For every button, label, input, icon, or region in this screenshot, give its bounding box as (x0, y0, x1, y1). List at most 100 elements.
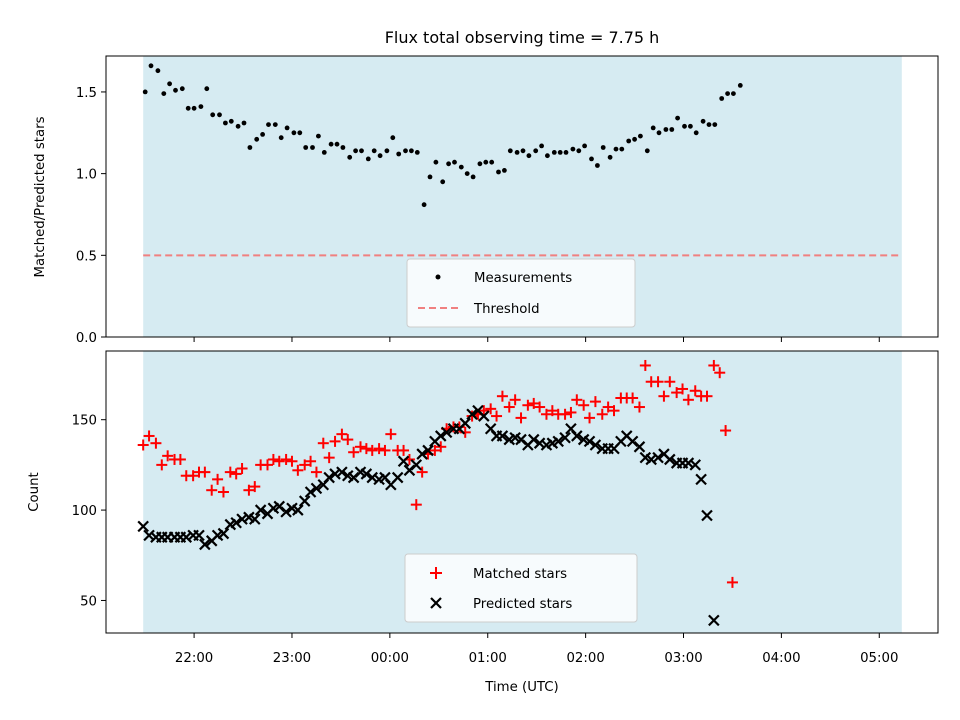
matched-star-point (515, 412, 527, 424)
matched-star-point (540, 408, 552, 420)
measurement-point (470, 174, 476, 180)
measurement-point (563, 150, 569, 155)
x-tick-label: 23:00 (273, 651, 311, 666)
matched-star-point (652, 376, 664, 388)
matched-star-point (299, 459, 311, 471)
ratio-y-tick-label: 1.0 (76, 168, 97, 183)
measurement-point (198, 104, 204, 109)
matched-star-point (435, 441, 447, 453)
predicted-star-point (292, 504, 304, 516)
measurement-point (210, 112, 216, 118)
matched-star-point (292, 464, 304, 476)
count-legend: Matched stars Predicted stars (404, 553, 638, 623)
measurement-point (570, 146, 576, 152)
ratio-legend-box (406, 258, 636, 328)
predicted-star-point (397, 455, 410, 468)
measurement-point (390, 135, 396, 141)
matched-star-point (199, 466, 211, 478)
matched-star-point (174, 453, 186, 465)
measurement-point (217, 112, 222, 118)
measurement-point (520, 148, 526, 154)
measurement-point (316, 133, 321, 139)
measurement-point (675, 115, 680, 121)
predicted-star-point (236, 513, 248, 525)
matched-star-point (627, 392, 639, 404)
matched-star-point (162, 450, 174, 462)
count-x-axis-ticks: 22:00 23:00 00:00 01:00 02:00 03:00 04:00 05:00 (175, 633, 898, 666)
matched-star-point (671, 387, 683, 399)
matched-star-point (633, 401, 645, 413)
measurement-point (266, 122, 271, 127)
measurement-point (142, 89, 148, 95)
predicted-star-point (633, 441, 646, 453)
matched-star-point (305, 455, 317, 467)
matched-star-point (664, 376, 676, 388)
matched-star-point (578, 399, 590, 411)
ratio-y-tick-label: 0.0 (76, 331, 97, 346)
matched-star-point (366, 444, 378, 456)
measurement-point (613, 146, 619, 152)
matched-star-point (528, 397, 540, 409)
predicted-star-point (496, 430, 509, 442)
matched-star-point (534, 401, 546, 413)
measurement-point (235, 123, 241, 129)
matched-star-point (273, 455, 285, 467)
predicted-star-point (708, 614, 720, 627)
measurement-point (582, 143, 587, 149)
matched-star-point (602, 401, 614, 413)
measurement-point (414, 150, 420, 155)
legend-matched-marker (430, 567, 442, 579)
measurement-point (433, 159, 439, 165)
matched-star-point (429, 444, 441, 456)
matched-star-point (496, 390, 508, 402)
legend-matched-label: Matched stars (473, 567, 567, 582)
matched-star-point (485, 403, 497, 415)
measurement-point (626, 138, 632, 144)
matched-star-point (565, 406, 577, 418)
matched-star-point (522, 399, 534, 411)
matched-star-point (354, 441, 366, 453)
matched-star-point (571, 394, 583, 406)
matched-star-point (224, 466, 236, 478)
count-y-axis-ticks: 50 100 150 (72, 414, 106, 609)
measurement-point (161, 91, 167, 96)
measurement-point (371, 148, 377, 154)
predicted-star-point (199, 538, 211, 551)
matched-star-point (217, 486, 229, 498)
measurement-point (539, 143, 544, 149)
ratio-panel: 0.0 0.5 1.0 1.5 Matched/Predicted stars Mea… (33, 55, 939, 346)
matched-star-point (546, 405, 558, 417)
measurement-point (551, 150, 557, 155)
matched-star-point (589, 396, 601, 408)
predicted-star-point (323, 471, 335, 484)
measurement-point (260, 132, 265, 137)
matched-star-point (150, 437, 162, 449)
measurement-point (545, 153, 550, 159)
matched-star-point (187, 470, 199, 482)
measurement-points (142, 63, 743, 208)
measurement-point (638, 133, 643, 139)
measurement-point (526, 153, 532, 159)
matched-star-point (267, 453, 279, 465)
measurement-point (489, 159, 495, 165)
x-tick-label: 02:00 (566, 651, 604, 666)
matched-star-point (137, 439, 149, 451)
measurement-point (310, 145, 315, 150)
legend-measurements-label: Measurements (474, 271, 572, 286)
matched-star-point (286, 455, 298, 467)
matched-star-point (360, 443, 372, 455)
matched-star-point (348, 446, 360, 458)
measurement-point (557, 150, 563, 155)
matched-star-point (243, 484, 255, 496)
x-tick-label: 22:00 (175, 651, 213, 666)
measurement-point (272, 122, 278, 127)
measurement-point (464, 171, 470, 177)
matched-star-point (236, 463, 248, 474)
predicted-star-point (645, 453, 657, 466)
matched-star-point (584, 412, 596, 424)
measurement-point (693, 130, 699, 136)
predicted-star-point (310, 482, 323, 495)
measurement-point (173, 87, 178, 93)
count-plot-frame (105, 350, 939, 634)
matched-star-point (503, 401, 515, 413)
